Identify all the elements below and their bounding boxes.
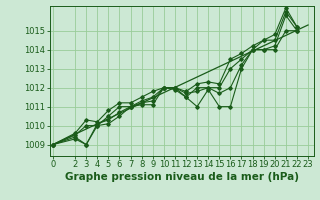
X-axis label: Graphe pression niveau de la mer (hPa): Graphe pression niveau de la mer (hPa) (65, 172, 299, 182)
